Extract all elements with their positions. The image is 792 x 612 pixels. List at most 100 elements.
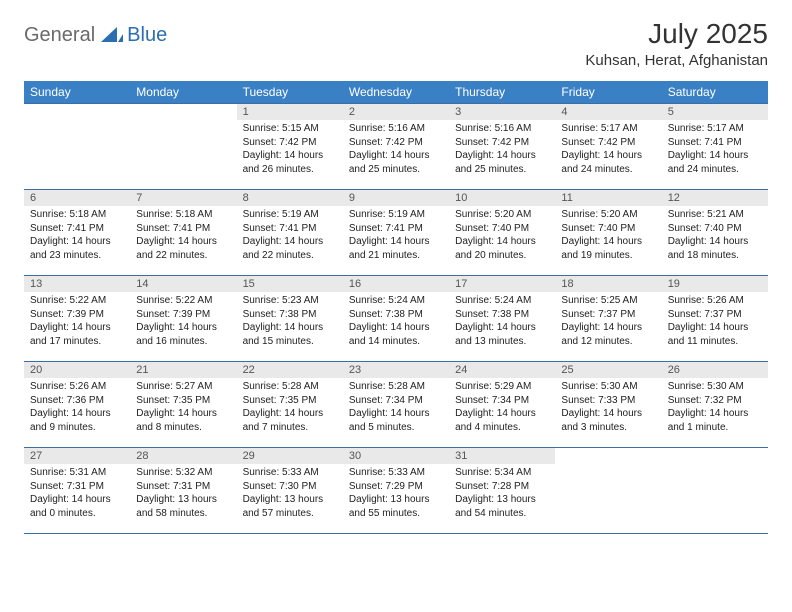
sunrise: Sunrise: 5:19 AM — [349, 208, 443, 222]
calendar-cell — [24, 104, 130, 190]
calendar-cell: 8Sunrise: 5:19 AMSunset: 7:41 PMDaylight… — [237, 190, 343, 276]
calendar-cell: 15Sunrise: 5:23 AMSunset: 7:38 PMDayligh… — [237, 276, 343, 362]
sunrise: Sunrise: 5:21 AM — [668, 208, 762, 222]
day-number: 12 — [662, 190, 768, 206]
day-number: 14 — [130, 276, 236, 292]
day-number: 29 — [237, 448, 343, 464]
sunset: Sunset: 7:39 PM — [30, 308, 124, 322]
title-block: July 2025 Kuhsan, Herat, Afghanistan — [585, 18, 768, 69]
sunset: Sunset: 7:42 PM — [349, 136, 443, 150]
day-body: Sunrise: 5:33 AMSunset: 7:30 PMDaylight:… — [237, 464, 343, 524]
daylight: Daylight: 14 hours and 17 minutes. — [30, 321, 124, 348]
day-number: 15 — [237, 276, 343, 292]
sunrise: Sunrise: 5:20 AM — [561, 208, 655, 222]
sunset: Sunset: 7:39 PM — [136, 308, 230, 322]
calendar-week: 6Sunrise: 5:18 AMSunset: 7:41 PMDaylight… — [24, 190, 768, 276]
sunset: Sunset: 7:40 PM — [668, 222, 762, 236]
daylight: Daylight: 13 hours and 54 minutes. — [455, 493, 549, 520]
sunset: Sunset: 7:41 PM — [349, 222, 443, 236]
calendar-cell: 28Sunrise: 5:32 AMSunset: 7:31 PMDayligh… — [130, 448, 236, 534]
daylight: Daylight: 14 hours and 9 minutes. — [30, 407, 124, 434]
day-body: Sunrise: 5:22 AMSunset: 7:39 PMDaylight:… — [130, 292, 236, 352]
day-label: Friday — [555, 81, 661, 104]
sunrise: Sunrise: 5:33 AM — [349, 466, 443, 480]
day-number: 30 — [343, 448, 449, 464]
day-number: 23 — [343, 362, 449, 378]
calendar-week: 13Sunrise: 5:22 AMSunset: 7:39 PMDayligh… — [24, 276, 768, 362]
calendar-week: 20Sunrise: 5:26 AMSunset: 7:36 PMDayligh… — [24, 362, 768, 448]
sunrise: Sunrise: 5:30 AM — [668, 380, 762, 394]
daylight: Daylight: 14 hours and 18 minutes. — [668, 235, 762, 262]
sunset: Sunset: 7:34 PM — [455, 394, 549, 408]
brand-part1: General — [24, 24, 95, 47]
sunset: Sunset: 7:42 PM — [243, 136, 337, 150]
day-number: 2 — [343, 104, 449, 120]
sunrise: Sunrise: 5:22 AM — [136, 294, 230, 308]
day-body: Sunrise: 5:26 AMSunset: 7:37 PMDaylight:… — [662, 292, 768, 352]
daylight: Daylight: 13 hours and 57 minutes. — [243, 493, 337, 520]
sunrise: Sunrise: 5:16 AM — [455, 122, 549, 136]
location: Kuhsan, Herat, Afghanistan — [585, 52, 768, 69]
sunset: Sunset: 7:42 PM — [455, 136, 549, 150]
calendar-cell: 14Sunrise: 5:22 AMSunset: 7:39 PMDayligh… — [130, 276, 236, 362]
sunrise: Sunrise: 5:18 AM — [136, 208, 230, 222]
calendar-cell: 20Sunrise: 5:26 AMSunset: 7:36 PMDayligh… — [24, 362, 130, 448]
daylight: Daylight: 14 hours and 14 minutes. — [349, 321, 443, 348]
day-body: Sunrise: 5:20 AMSunset: 7:40 PMDaylight:… — [449, 206, 555, 266]
calendar-week: 1Sunrise: 5:15 AMSunset: 7:42 PMDaylight… — [24, 104, 768, 190]
calendar-table: SundayMondayTuesdayWednesdayThursdayFrid… — [24, 81, 768, 534]
day-body: Sunrise: 5:28 AMSunset: 7:34 PMDaylight:… — [343, 378, 449, 438]
day-body: Sunrise: 5:30 AMSunset: 7:33 PMDaylight:… — [555, 378, 661, 438]
sunset: Sunset: 7:30 PM — [243, 480, 337, 494]
daylight: Daylight: 14 hours and 21 minutes. — [349, 235, 443, 262]
sunset: Sunset: 7:36 PM — [30, 394, 124, 408]
day-number: 18 — [555, 276, 661, 292]
calendar-cell: 2Sunrise: 5:16 AMSunset: 7:42 PMDaylight… — [343, 104, 449, 190]
daylight: Daylight: 14 hours and 4 minutes. — [455, 407, 549, 434]
day-number: 22 — [237, 362, 343, 378]
sunset: Sunset: 7:37 PM — [561, 308, 655, 322]
calendar-cell: 1Sunrise: 5:15 AMSunset: 7:42 PMDaylight… — [237, 104, 343, 190]
day-body: Sunrise: 5:25 AMSunset: 7:37 PMDaylight:… — [555, 292, 661, 352]
day-body: Sunrise: 5:21 AMSunset: 7:40 PMDaylight:… — [662, 206, 768, 266]
sunset: Sunset: 7:41 PM — [243, 222, 337, 236]
daylight: Daylight: 14 hours and 12 minutes. — [561, 321, 655, 348]
calendar-cell: 4Sunrise: 5:17 AMSunset: 7:42 PMDaylight… — [555, 104, 661, 190]
sunrise: Sunrise: 5:18 AM — [30, 208, 124, 222]
sunset: Sunset: 7:41 PM — [136, 222, 230, 236]
day-number: 3 — [449, 104, 555, 120]
day-number: 21 — [130, 362, 236, 378]
calendar-cell: 22Sunrise: 5:28 AMSunset: 7:35 PMDayligh… — [237, 362, 343, 448]
day-body: Sunrise: 5:16 AMSunset: 7:42 PMDaylight:… — [343, 120, 449, 180]
sunrise: Sunrise: 5:34 AM — [455, 466, 549, 480]
daylight: Daylight: 14 hours and 24 minutes. — [668, 149, 762, 176]
brand-part2: Blue — [127, 24, 167, 47]
sunset: Sunset: 7:41 PM — [668, 136, 762, 150]
calendar-cell: 30Sunrise: 5:33 AMSunset: 7:29 PMDayligh… — [343, 448, 449, 534]
day-body: Sunrise: 5:24 AMSunset: 7:38 PMDaylight:… — [449, 292, 555, 352]
sunrise: Sunrise: 5:29 AM — [455, 380, 549, 394]
day-body: Sunrise: 5:34 AMSunset: 7:28 PMDaylight:… — [449, 464, 555, 524]
day-number: 27 — [24, 448, 130, 464]
daylight: Daylight: 14 hours and 19 minutes. — [561, 235, 655, 262]
daylight: Daylight: 13 hours and 58 minutes. — [136, 493, 230, 520]
sunrise: Sunrise: 5:30 AM — [561, 380, 655, 394]
sunrise: Sunrise: 5:25 AM — [561, 294, 655, 308]
day-number: 1 — [237, 104, 343, 120]
sunset: Sunset: 7:34 PM — [349, 394, 443, 408]
day-number: 16 — [343, 276, 449, 292]
day-body: Sunrise: 5:33 AMSunset: 7:29 PMDaylight:… — [343, 464, 449, 524]
calendar-cell: 17Sunrise: 5:24 AMSunset: 7:38 PMDayligh… — [449, 276, 555, 362]
day-number: 6 — [24, 190, 130, 206]
daylight: Daylight: 14 hours and 22 minutes. — [136, 235, 230, 262]
calendar-cell: 18Sunrise: 5:25 AMSunset: 7:37 PMDayligh… — [555, 276, 661, 362]
day-body: Sunrise: 5:30 AMSunset: 7:32 PMDaylight:… — [662, 378, 768, 438]
calendar-cell: 29Sunrise: 5:33 AMSunset: 7:30 PMDayligh… — [237, 448, 343, 534]
daylight: Daylight: 14 hours and 1 minute. — [668, 407, 762, 434]
calendar-cell: 7Sunrise: 5:18 AMSunset: 7:41 PMDaylight… — [130, 190, 236, 276]
day-body: Sunrise: 5:16 AMSunset: 7:42 PMDaylight:… — [449, 120, 555, 180]
sunset: Sunset: 7:31 PM — [30, 480, 124, 494]
day-number: 17 — [449, 276, 555, 292]
calendar-body: 1Sunrise: 5:15 AMSunset: 7:42 PMDaylight… — [24, 104, 768, 534]
day-number: 4 — [555, 104, 661, 120]
